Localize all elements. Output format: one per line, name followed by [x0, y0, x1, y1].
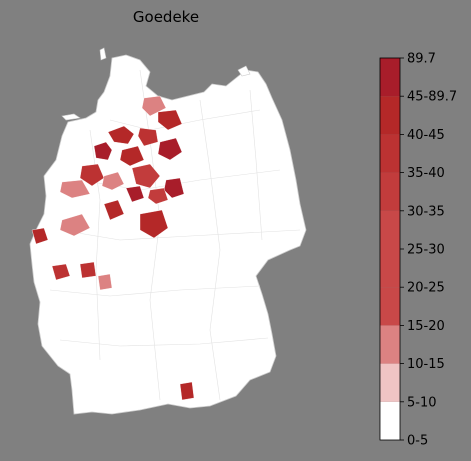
region-hildesheim [147, 187, 169, 205]
legend-swatch [380, 249, 400, 288]
legend-swatch [380, 172, 400, 211]
region-frankfurt [97, 273, 113, 291]
region-nienburg [137, 127, 159, 147]
region-aachen [31, 227, 49, 245]
legend-swatch [380, 58, 400, 97]
legend-tick-label: 15-20 [407, 319, 445, 334]
region-borken [101, 171, 125, 191]
region-rosenheim [179, 381, 195, 401]
region-layer [31, 95, 195, 401]
region-diepholz [119, 145, 145, 167]
region-emsland [93, 141, 113, 161]
legend-swatch [380, 401, 400, 440]
north-island [61, 113, 81, 121]
legend-tick-label: 20-25 [407, 281, 445, 296]
legend-swatch [380, 287, 400, 326]
legend-swatch [380, 210, 400, 249]
legend-tick-label: 89.7 [407, 52, 436, 67]
district-border-line [199, 99, 221, 401]
north-island [99, 47, 107, 61]
legend-tick-label: 35-40 [407, 166, 445, 181]
region-helmstedt [163, 177, 185, 199]
legend-tick-label: 10-15 [407, 357, 445, 372]
legend-tick-label: 40-45 [407, 128, 445, 143]
legend-tick-label: 30-35 [407, 204, 445, 219]
color-legend: 0-5 5-10 10-15 15-20 20-25 25-30 30-35 35-40 40-… [379, 52, 457, 449]
map-title: Goedeke [132, 8, 200, 26]
region-koeln-area [59, 213, 91, 237]
region-muenster-area [59, 179, 91, 199]
choropleth-map [29, 47, 307, 415]
district-border-line [49, 285, 261, 297]
region-limburg [79, 261, 97, 279]
legend-swatch [380, 134, 400, 173]
region-heidekreis [157, 109, 183, 131]
legend-swatch [380, 363, 400, 402]
district-border-line [59, 229, 301, 241]
north-island [237, 65, 251, 77]
region-mayen-koblenz [51, 263, 71, 281]
region-oldenburg [107, 125, 135, 145]
region-osnabrueck [79, 163, 105, 187]
region-uelzen [157, 137, 183, 161]
legend-tick-label: 5-10 [407, 395, 437, 410]
legend-tick-label: 0-5 [407, 434, 428, 449]
legend-swatch [380, 325, 400, 364]
region-minden-luebbecke [125, 185, 145, 203]
legend-swatch [380, 96, 400, 135]
district-border-line [59, 337, 269, 347]
region-kassel [139, 209, 169, 239]
legend-tick-label: 45-89.7 [407, 90, 457, 105]
legend-tick-label: 25-30 [407, 243, 445, 258]
district-border-line [249, 89, 263, 241]
region-hannover-region [131, 163, 161, 189]
region-guetersloh [103, 199, 125, 221]
